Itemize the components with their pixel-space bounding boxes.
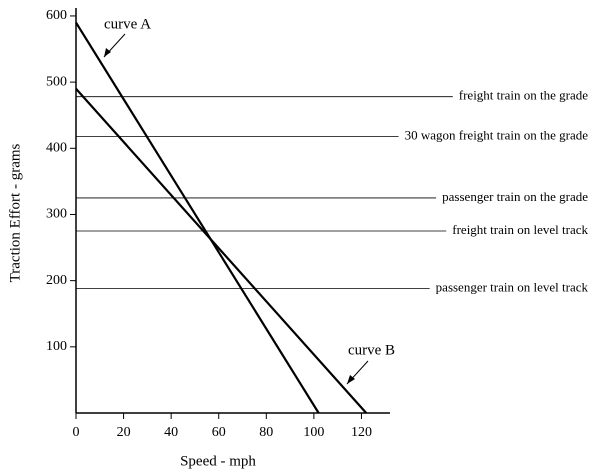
arrowhead	[104, 48, 111, 57]
reference-line: 30 wagon freight train on the grade	[76, 127, 588, 142]
annotation: curve B	[348, 342, 395, 358]
y-tick-label: 400	[46, 141, 67, 156]
reference-line: freight train on level track	[76, 222, 588, 237]
x-tick-label: 60	[212, 425, 226, 440]
y-axis-label: Traction Effort - grams	[7, 143, 23, 282]
y-tick-label: 500	[46, 74, 67, 89]
y-tick-label: 100	[46, 339, 67, 354]
x-tick-label: 120	[351, 425, 372, 440]
annotation: curve A	[104, 16, 151, 32]
reference-label: passenger train on level track	[436, 280, 589, 295]
x-tick-label: 0	[73, 425, 80, 440]
reference-label: 30 wagon freight train on the grade	[405, 127, 589, 142]
reference-line: passenger train on the grade	[76, 189, 588, 204]
curve	[75, 21, 320, 414]
arrowhead	[347, 375, 355, 384]
curve	[75, 88, 368, 414]
y-tick-label: 200	[46, 273, 67, 288]
x-axis-label: Speed - mph	[180, 453, 256, 469]
y-tick-label: 300	[46, 207, 67, 222]
y-tick-label: 600	[46, 8, 67, 23]
reference-label: freight train on the grade	[459, 88, 588, 103]
x-tick-label: 40	[164, 425, 178, 440]
x-tick-label: 20	[117, 425, 131, 440]
reference-label: freight train on level track	[452, 222, 588, 237]
x-tick-label: 80	[259, 425, 273, 440]
reference-line: freight train on the grade	[76, 88, 588, 103]
reference-line: passenger train on level track	[76, 280, 588, 295]
reference-label: passenger train on the grade	[442, 189, 588, 204]
x-tick-label: 100	[303, 425, 324, 440]
